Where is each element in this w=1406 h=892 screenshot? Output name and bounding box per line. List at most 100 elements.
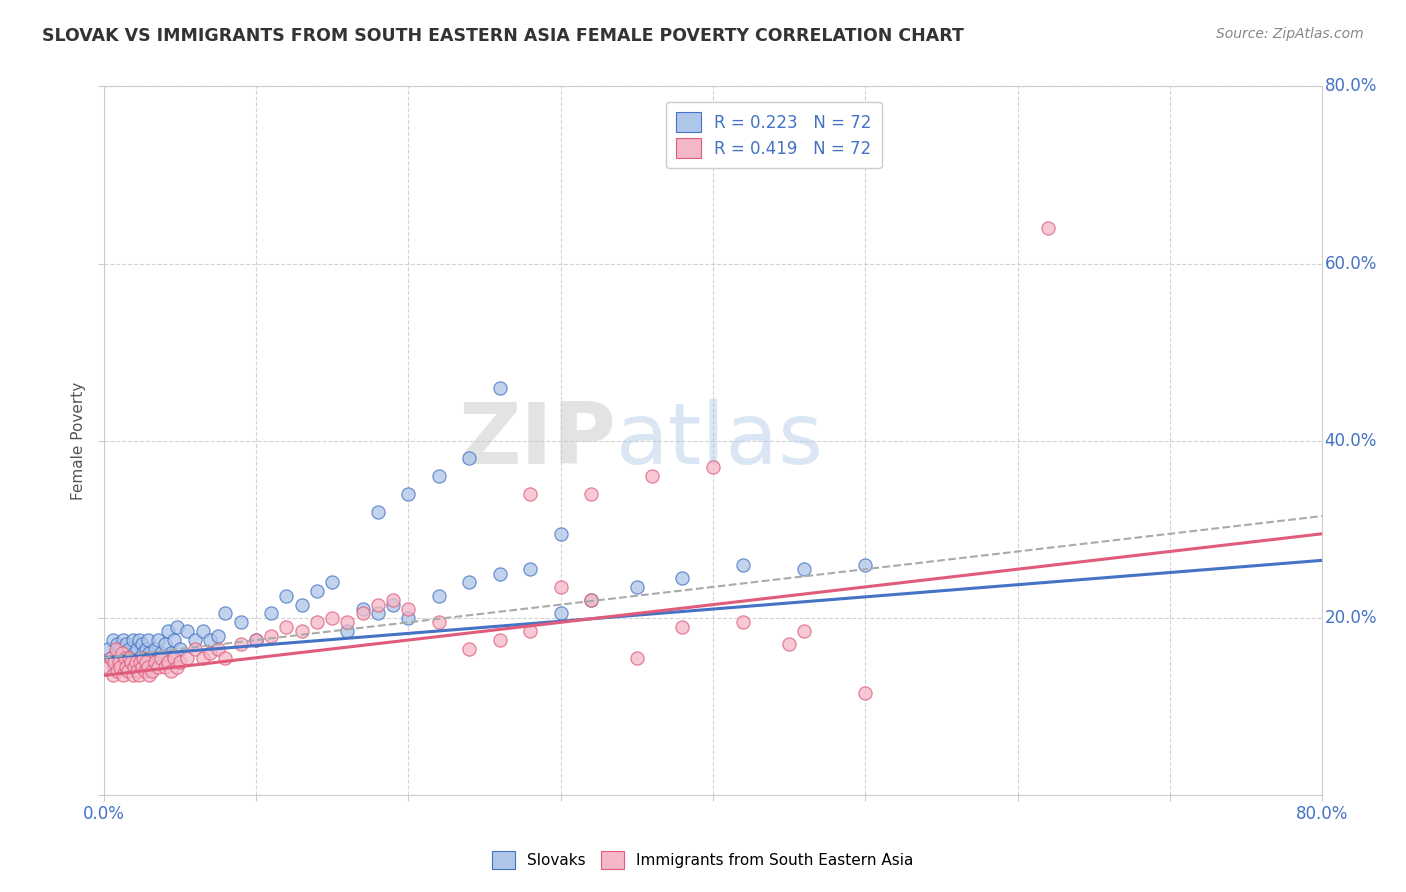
Text: 80.0%: 80.0% <box>1324 78 1376 95</box>
Point <box>245 633 267 648</box>
Point <box>488 381 510 395</box>
Point <box>519 624 541 639</box>
Text: Source: ZipAtlas.com: Source: ZipAtlas.com <box>1216 27 1364 41</box>
Point <box>214 607 236 621</box>
Point <box>207 629 229 643</box>
Point <box>105 664 128 678</box>
Point <box>550 607 572 621</box>
Point <box>214 650 236 665</box>
Point <box>114 650 136 665</box>
Point <box>108 650 131 665</box>
Point <box>145 641 167 656</box>
Point <box>120 655 142 669</box>
Point <box>150 646 173 660</box>
Point <box>111 646 134 660</box>
Text: SLOVAK VS IMMIGRANTS FROM SOUTH EASTERN ASIA FEMALE POVERTY CORRELATION CHART: SLOVAK VS IMMIGRANTS FROM SOUTH EASTERN … <box>42 27 965 45</box>
Point <box>138 646 160 660</box>
Point <box>260 607 283 621</box>
Point <box>626 650 648 665</box>
Point <box>169 655 191 669</box>
Point <box>291 624 314 639</box>
Point <box>103 655 125 669</box>
Point <box>305 615 328 630</box>
Point <box>519 487 541 501</box>
Point <box>626 580 648 594</box>
Point <box>101 668 124 682</box>
Point <box>127 664 149 678</box>
Point <box>127 641 149 656</box>
Text: 20.0%: 20.0% <box>1324 609 1378 627</box>
Point <box>276 589 298 603</box>
Point <box>115 659 138 673</box>
Point <box>110 641 132 656</box>
Point <box>135 641 157 656</box>
Point <box>382 598 405 612</box>
Point <box>138 668 160 682</box>
Point <box>458 575 481 590</box>
Point <box>352 602 374 616</box>
Point <box>853 686 876 700</box>
Point <box>104 646 127 660</box>
Point <box>153 659 176 673</box>
Point <box>184 633 207 648</box>
Y-axis label: Female Poverty: Female Poverty <box>72 382 86 500</box>
Legend: R = 0.223   N = 72, R = 0.419   N = 72: R = 0.223 N = 72, R = 0.419 N = 72 <box>666 102 882 169</box>
Point <box>260 629 283 643</box>
Point <box>396 611 419 625</box>
Point <box>458 451 481 466</box>
Point <box>141 650 163 665</box>
Point <box>129 655 152 669</box>
Point <box>141 664 163 678</box>
Point <box>321 611 343 625</box>
Point <box>229 615 252 630</box>
Point <box>458 641 481 656</box>
Point <box>321 575 343 590</box>
Point <box>122 646 145 660</box>
Point <box>134 655 156 669</box>
Point <box>427 469 450 483</box>
Point <box>793 562 815 576</box>
Point <box>128 633 150 648</box>
Point <box>100 650 122 665</box>
Point <box>132 650 155 665</box>
Point <box>131 638 153 652</box>
Point <box>671 620 693 634</box>
Point <box>117 650 139 665</box>
Point <box>105 638 128 652</box>
Point <box>145 655 167 669</box>
Point <box>793 624 815 639</box>
Point <box>579 593 602 607</box>
Point <box>112 668 135 682</box>
Point <box>97 659 120 673</box>
Point <box>163 633 186 648</box>
Point <box>97 641 120 656</box>
Point <box>110 659 132 673</box>
Point <box>169 641 191 656</box>
Point <box>336 624 359 639</box>
Point <box>853 558 876 572</box>
Point <box>176 624 198 639</box>
Point <box>118 650 141 665</box>
Point <box>135 655 157 669</box>
Point <box>229 638 252 652</box>
Point <box>579 593 602 607</box>
Text: 60.0%: 60.0% <box>1324 254 1376 273</box>
Point <box>427 615 450 630</box>
Point <box>124 655 146 669</box>
Point <box>121 633 143 648</box>
Point <box>159 646 181 660</box>
Legend: Slovaks, Immigrants from South Eastern Asia: Slovaks, Immigrants from South Eastern A… <box>486 845 920 875</box>
Point <box>488 633 510 648</box>
Text: 40.0%: 40.0% <box>1324 432 1376 450</box>
Point <box>200 646 222 660</box>
Point <box>191 624 214 639</box>
Point <box>191 650 214 665</box>
Point <box>550 580 572 594</box>
Point <box>132 646 155 660</box>
Point <box>117 664 139 678</box>
Point <box>101 633 124 648</box>
Point <box>305 584 328 599</box>
Point <box>121 668 143 682</box>
Point <box>118 641 141 656</box>
Point <box>367 598 389 612</box>
